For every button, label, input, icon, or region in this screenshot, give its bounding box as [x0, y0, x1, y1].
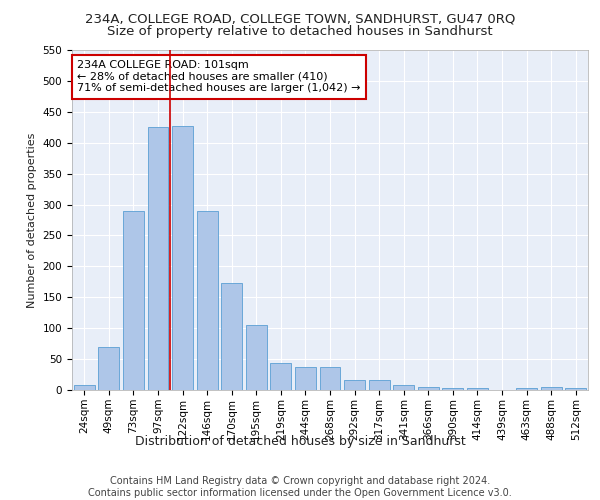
Bar	[271, 363, 292, 390]
Text: 234A, COLLEGE ROAD, COLLEGE TOWN, SANDHURST, GU47 0RQ: 234A, COLLEGE ROAD, COLLEGE TOWN, SANDHU…	[85, 12, 515, 26]
Text: Contains HM Land Registry data © Crown copyright and database right 2024.
Contai: Contains HM Land Registry data © Crown c…	[88, 476, 512, 498]
Bar	[98, 346, 119, 390]
Text: 234A COLLEGE ROAD: 101sqm
← 28% of detached houses are smaller (410)
71% of semi: 234A COLLEGE ROAD: 101sqm ← 28% of detac…	[77, 60, 361, 94]
Bar	[516, 388, 537, 390]
Bar	[172, 126, 193, 390]
Bar	[418, 387, 439, 390]
Bar	[221, 283, 242, 390]
Bar	[148, 128, 169, 390]
Y-axis label: Number of detached properties: Number of detached properties	[27, 132, 37, 308]
Bar	[368, 380, 389, 390]
Bar	[74, 385, 95, 390]
Bar	[565, 388, 586, 390]
Bar	[123, 210, 144, 390]
Text: Size of property relative to detached houses in Sandhurst: Size of property relative to detached ho…	[107, 25, 493, 38]
Bar	[197, 210, 218, 390]
Bar	[295, 367, 316, 390]
Bar	[467, 388, 488, 390]
Bar	[442, 388, 463, 390]
Bar	[246, 325, 267, 390]
Bar	[541, 387, 562, 390]
Bar	[393, 385, 414, 390]
Text: Distribution of detached houses by size in Sandhurst: Distribution of detached houses by size …	[134, 435, 466, 448]
Bar	[320, 367, 340, 390]
Bar	[344, 380, 365, 390]
